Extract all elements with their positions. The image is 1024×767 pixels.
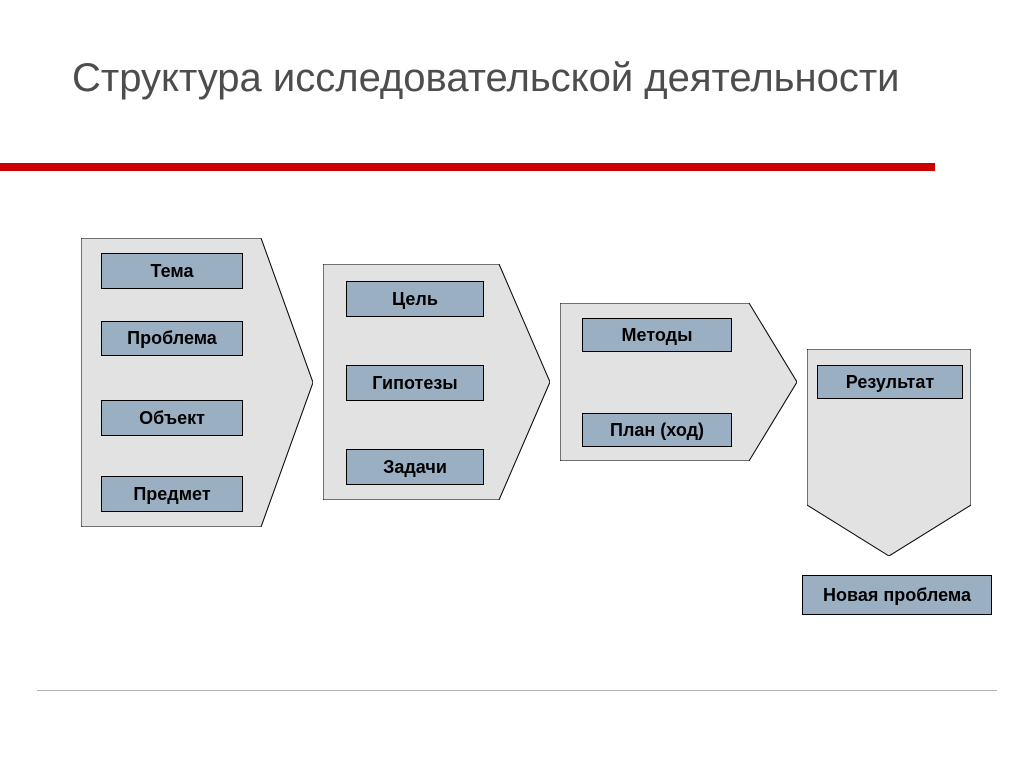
box-cel: Цель: [346, 281, 484, 317]
box-plan: План (ход): [582, 413, 732, 447]
title-underline: [0, 163, 935, 171]
box-gipotezy: Гипотезы: [346, 365, 484, 401]
box-metody: Методы: [582, 318, 732, 352]
box-objekt: Объект: [101, 400, 243, 436]
box-novaya-problema: Новая проблема: [802, 575, 992, 615]
box-problema: Проблема: [101, 321, 243, 356]
bottom-shadow-line: [37, 690, 997, 691]
slide: Структура исследовательской деятельности…: [0, 0, 1024, 767]
box-resultat: Результат: [817, 365, 963, 399]
box-predmet: Предмет: [101, 476, 243, 512]
slide-title: Структура исследовательской деятельности: [72, 55, 900, 101]
box-zadachi: Задачи: [346, 449, 484, 485]
box-tema: Тема: [101, 253, 243, 289]
